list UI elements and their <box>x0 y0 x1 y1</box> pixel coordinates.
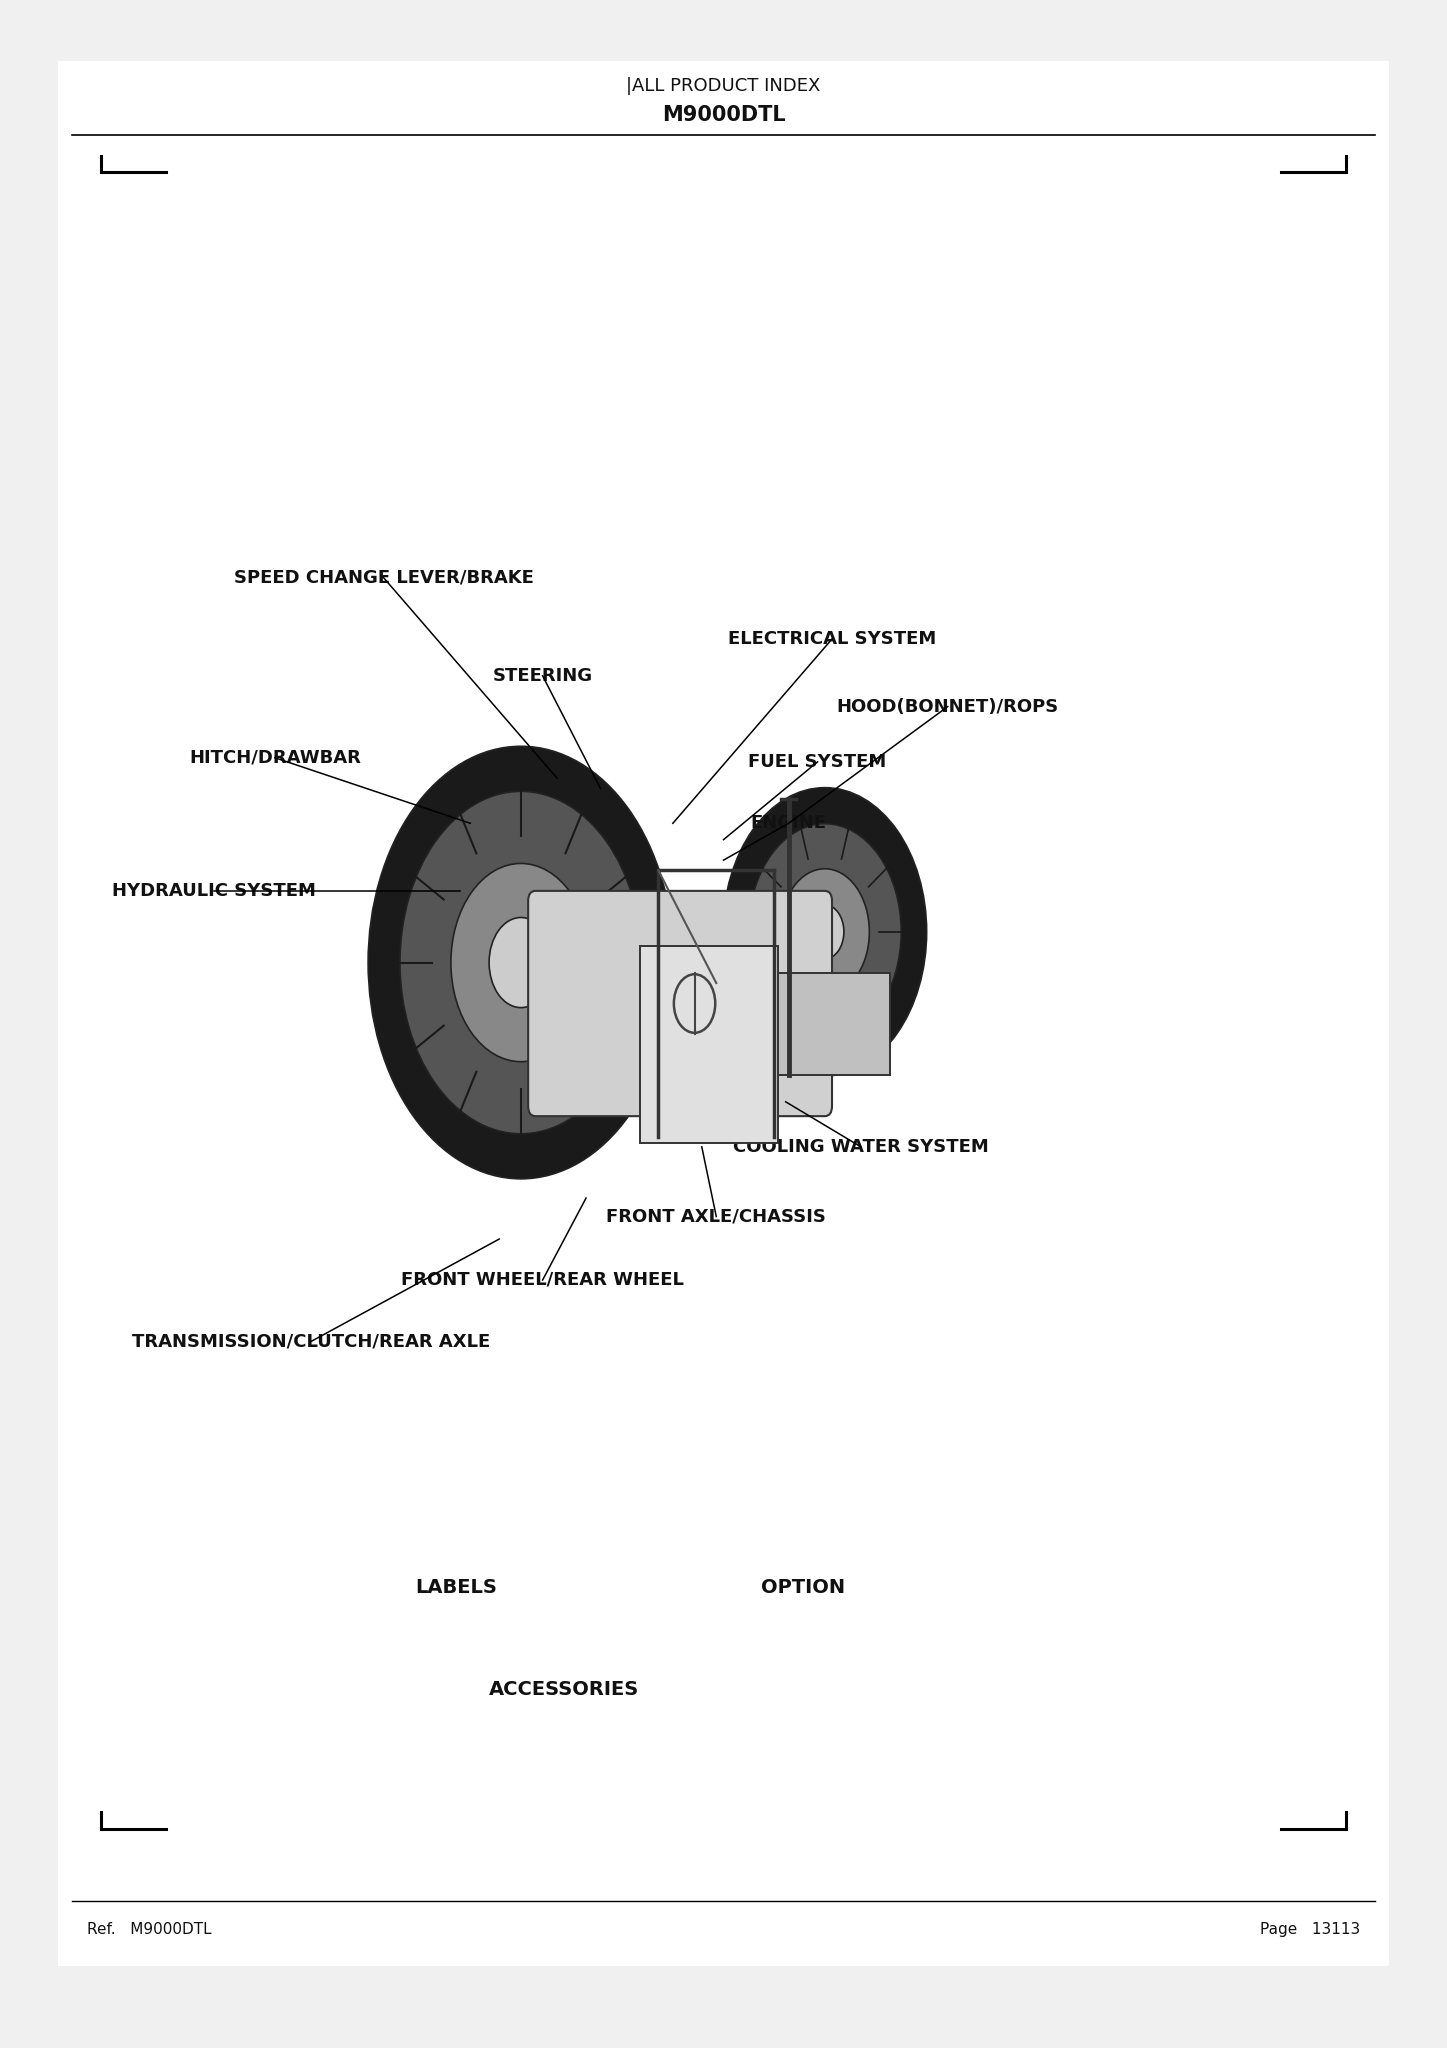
Circle shape <box>748 823 901 1040</box>
Circle shape <box>806 905 844 958</box>
Circle shape <box>399 791 642 1135</box>
Circle shape <box>368 745 674 1180</box>
Text: LABELS: LABELS <box>415 1577 496 1597</box>
Circle shape <box>451 864 590 1061</box>
Circle shape <box>489 918 553 1008</box>
Text: FRONT WHEEL/REAR WHEEL: FRONT WHEEL/REAR WHEEL <box>401 1272 684 1288</box>
Text: STEERING: STEERING <box>492 668 593 684</box>
Circle shape <box>780 868 870 995</box>
Text: HITCH/DRAWBAR: HITCH/DRAWBAR <box>190 750 360 766</box>
Text: COOLING WATER SYSTEM: COOLING WATER SYSTEM <box>734 1139 988 1155</box>
Text: Ref.   M9000DTL: Ref. M9000DTL <box>87 1921 211 1937</box>
FancyBboxPatch shape <box>528 891 832 1116</box>
Text: SPEED CHANGE LEVER/BRAKE: SPEED CHANGE LEVER/BRAKE <box>233 569 534 586</box>
Text: |ALL PRODUCT INDEX: |ALL PRODUCT INDEX <box>627 78 820 94</box>
Text: Page   13113: Page 13113 <box>1260 1921 1360 1937</box>
Circle shape <box>724 788 926 1075</box>
Text: FRONT AXLE/CHASSIS: FRONT AXLE/CHASSIS <box>606 1208 826 1225</box>
Text: TRANSMISSION/CLUTCH/REAR AXLE: TRANSMISSION/CLUTCH/REAR AXLE <box>132 1333 491 1350</box>
Text: M9000DTL: M9000DTL <box>661 104 786 125</box>
Text: FUEL SYSTEM: FUEL SYSTEM <box>748 754 887 770</box>
FancyBboxPatch shape <box>640 946 778 1143</box>
Text: ELECTRICAL SYSTEM: ELECTRICAL SYSTEM <box>728 631 936 647</box>
Text: ACCESSORIES: ACCESSORIES <box>489 1679 640 1700</box>
Text: OPTION: OPTION <box>761 1577 845 1597</box>
Polygon shape <box>716 973 890 1075</box>
Text: HOOD(BONNET)/ROPS: HOOD(BONNET)/ROPS <box>836 698 1059 715</box>
Text: ENGINE: ENGINE <box>751 815 826 831</box>
Text: HYDRAULIC SYSTEM: HYDRAULIC SYSTEM <box>113 883 315 899</box>
